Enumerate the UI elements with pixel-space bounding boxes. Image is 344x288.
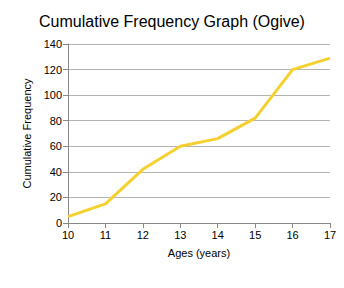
svg-text:100: 100 — [44, 89, 62, 101]
svg-text:17: 17 — [324, 229, 336, 241]
svg-text:140: 140 — [44, 38, 62, 50]
svg-text:20: 20 — [50, 191, 62, 203]
svg-text:12: 12 — [137, 229, 149, 241]
svg-text:10: 10 — [62, 229, 74, 241]
svg-text:14: 14 — [212, 229, 224, 241]
svg-text:Cumulative Frequency: Cumulative Frequency — [21, 78, 33, 189]
svg-text:11: 11 — [100, 229, 111, 241]
svg-text:Ages (years): Ages (years) — [168, 247, 230, 259]
svg-text:13: 13 — [174, 229, 186, 241]
svg-text:60: 60 — [50, 140, 62, 152]
svg-text:40: 40 — [50, 166, 62, 178]
svg-text:Cumulative Frequency Graph (Og: Cumulative Frequency Graph (Ogive) — [39, 13, 305, 30]
svg-text:80: 80 — [50, 115, 62, 127]
svg-text:16: 16 — [286, 229, 298, 241]
svg-text:15: 15 — [249, 229, 261, 241]
svg-text:120: 120 — [44, 64, 62, 76]
svg-text:0: 0 — [56, 217, 62, 229]
